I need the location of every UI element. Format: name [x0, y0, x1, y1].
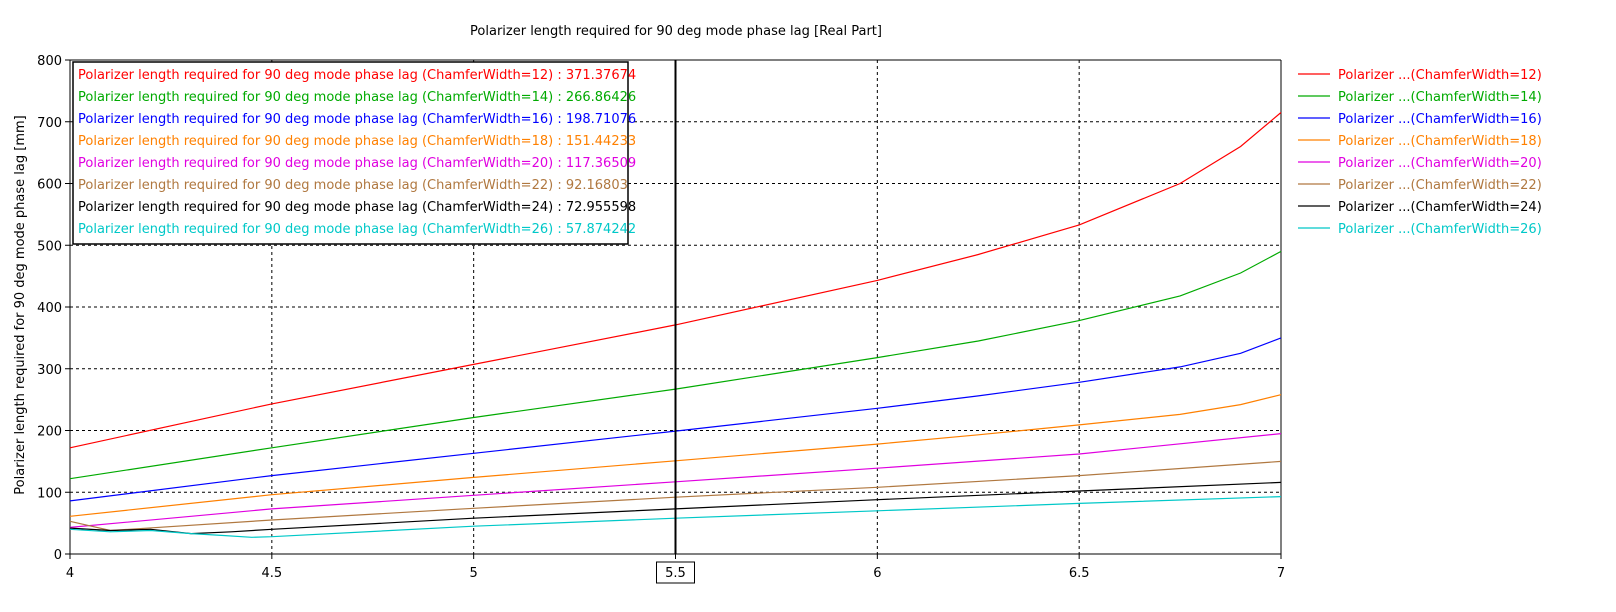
x-tick-label-0: 4 [66, 566, 74, 581]
legend-entry-0: Polarizer ...(ChamferWidth=12) [1338, 68, 1542, 83]
legend: Polarizer ...(ChamferWidth=12) Polarizer … [1298, 68, 1542, 237]
marker-layer[interactable]: 5.5 [656, 60, 695, 584]
y-tick-label-3: 300 [37, 363, 62, 378]
series-line-3 [69, 394, 1282, 517]
readout-text-1: Polarizer length required for 90 deg mod… [78, 90, 636, 105]
readout-text-7: Polarizer length required for 90 deg mod… [78, 222, 636, 237]
legend-entry-2: Polarizer ...(ChamferWidth=16) [1338, 112, 1542, 127]
readout-text-6: Polarizer length required for 90 deg mod… [78, 200, 636, 215]
x-tick-label-1: 4.5 [261, 566, 282, 581]
y-tick-label-7: 700 [37, 116, 62, 131]
y-tick-label-0: 0 [54, 548, 62, 563]
y-tick-label-8: 800 [37, 54, 62, 69]
y-tick-label-5: 500 [37, 239, 62, 254]
series-line-2 [69, 337, 1282, 502]
y-tick-label-1: 100 [37, 486, 62, 501]
legend-entry-5: Polarizer ...(ChamferWidth=22) [1338, 178, 1542, 193]
legend-entry-3: Polarizer ...(ChamferWidth=18) [1338, 134, 1542, 149]
readout-text-5: Polarizer length required for 90 deg mod… [78, 178, 628, 193]
x-tick-label-6: 7 [1277, 566, 1285, 581]
y-tick-label-4: 400 [37, 301, 62, 316]
readout-box-frame [72, 61, 629, 245]
legend-entry-6: Polarizer ...(ChamferWidth=24) [1338, 200, 1542, 215]
readout-text-4: Polarizer length required for 90 deg mod… [78, 156, 636, 171]
readout-text-0: Polarizer length required for 90 deg mod… [78, 68, 636, 83]
readout-text-2: Polarizer length required for 90 deg mod… [78, 112, 636, 127]
series-line-7 [69, 496, 1282, 538]
legend-entry-4: Polarizer ...(ChamferWidth=20) [1338, 156, 1542, 171]
readout-box: Polarizer length required for 90 deg mod… [72, 61, 636, 245]
y-axis-label: Polarizer length required for 90 deg mod… [13, 115, 28, 494]
series-line-0 [69, 112, 1282, 449]
y-tick-label-2: 200 [37, 425, 62, 440]
series-line-1 [69, 250, 1282, 480]
readout-text-3: Polarizer length required for 90 deg mod… [78, 134, 636, 149]
marker-label-box[interactable] [656, 561, 695, 584]
x-tick-label-4: 6 [873, 566, 881, 581]
x-tick-label-2: 5 [470, 566, 478, 581]
series-line-5 [69, 460, 1282, 532]
marker-label: 5.5 [665, 566, 686, 581]
legend-entry-1: Polarizer ...(ChamferWidth=14) [1338, 90, 1542, 105]
y-tick-label-6: 600 [37, 178, 62, 193]
chart-title: Polarizer length required for 90 deg mod… [470, 24, 882, 39]
x-tick-label-5: 6.5 [1069, 566, 1090, 581]
legend-entry-7: Polarizer ...(ChamferWidth=26) [1338, 222, 1542, 237]
series-line-6 [69, 481, 1282, 535]
